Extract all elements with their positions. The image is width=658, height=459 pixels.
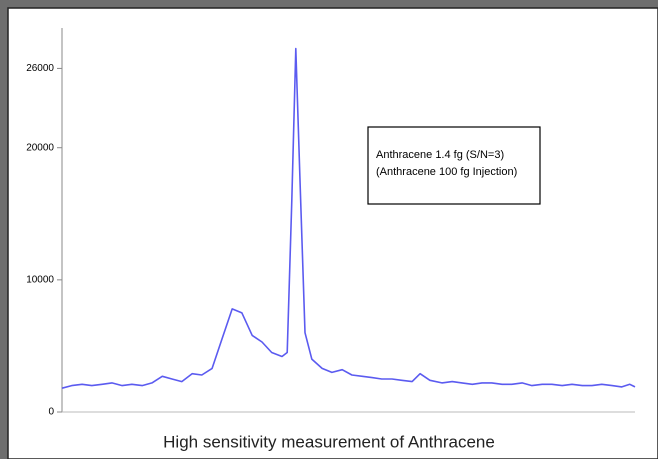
y-tick-label: 20000 <box>26 142 54 153</box>
annotation: (Anthracene 100 fg Injection) <box>376 166 517 178</box>
caption: High sensitivity measurement of Anthrace… <box>163 432 495 451</box>
data-line <box>61 47 636 389</box>
y-tick-label: 26000 <box>26 63 54 74</box>
annotation-box <box>367 126 541 205</box>
y-tick-label: 10000 <box>26 274 54 285</box>
annotation: Anthracene 1.4 fg (S/N=3) <box>376 149 504 161</box>
panel <box>7 7 658 459</box>
y-tick-label: 0 <box>48 407 54 418</box>
